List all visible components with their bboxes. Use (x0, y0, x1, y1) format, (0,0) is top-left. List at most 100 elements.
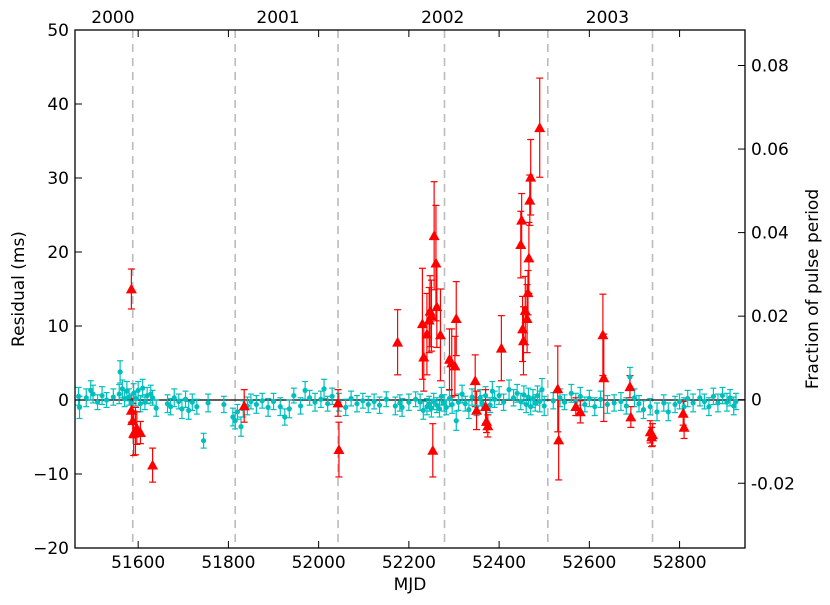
circle-point (399, 404, 405, 410)
circle-point (397, 400, 403, 406)
y2-axis-label: Fraction of pulse period (803, 189, 823, 389)
circle-point (131, 390, 137, 396)
circle-point (477, 395, 483, 401)
triangle-point (517, 323, 529, 334)
circle-point (724, 399, 730, 405)
circle-point (525, 394, 532, 400)
y2-tick-label: 0.06 (751, 140, 789, 160)
triangle-point (523, 252, 535, 263)
circle-point (200, 438, 207, 444)
circle-point (539, 387, 545, 393)
circle-point (438, 393, 444, 399)
triangle-point (598, 372, 610, 383)
circle-point (449, 401, 455, 408)
triangle-point (421, 328, 433, 339)
data-points-layer (76, 122, 739, 470)
circle-point (265, 404, 271, 410)
triangle-point (516, 214, 528, 225)
circle-point (661, 400, 667, 406)
circle-point (90, 391, 96, 397)
triangle-point (450, 313, 462, 323)
circle-point (124, 388, 130, 394)
circle-point (459, 391, 465, 397)
circle-point (534, 392, 541, 399)
y-tick-label: −10 (33, 465, 69, 485)
circle-point (489, 388, 495, 394)
x-tick-label: 52200 (382, 553, 436, 573)
circle-point (417, 399, 423, 405)
circle-point (710, 393, 717, 399)
circle-point (189, 399, 195, 405)
circle-point (557, 395, 563, 401)
tick-labels-layer: 51600 51800 52000 52200 52400 52600 52800 −20 −1… (33, 8, 795, 573)
y-tick-label: 40 (47, 95, 69, 115)
circle-point (665, 409, 671, 415)
circle-point (140, 385, 146, 391)
circle-point (312, 399, 318, 405)
triangle-point (427, 444, 439, 455)
triangle-point (428, 230, 440, 241)
circle-point (270, 398, 277, 405)
circle-point (426, 401, 432, 407)
circle-point (690, 400, 696, 406)
triangle-point (625, 411, 637, 422)
triangle-point (125, 283, 137, 294)
circle-point (453, 418, 459, 424)
circle-point (685, 395, 691, 402)
triangle-point (515, 239, 527, 249)
triangle-point (469, 375, 481, 386)
circle-point (76, 404, 83, 410)
circle-point (530, 395, 536, 402)
circle-point (640, 407, 647, 413)
ticks-layer (75, 29, 745, 549)
circle-point (715, 400, 721, 406)
circle-point (168, 404, 174, 410)
circle-point (392, 403, 398, 409)
triangle-point (647, 429, 659, 440)
circle-point (186, 407, 192, 413)
circle-point (518, 398, 524, 405)
circle-point (598, 396, 604, 402)
year-label: 2000 (91, 8, 134, 28)
circle-point (176, 398, 182, 405)
circle-point (286, 406, 292, 412)
circle-point (523, 401, 529, 408)
triangle-point (471, 404, 483, 415)
circle-point (221, 401, 227, 408)
y-tick-label: 0 (58, 391, 69, 411)
triangle-point (624, 381, 636, 392)
circle-point (354, 401, 360, 407)
circle-point (455, 399, 462, 405)
triangle-point (125, 404, 137, 415)
circle-point (550, 398, 556, 404)
circle-point (479, 400, 485, 406)
triangle-point (495, 342, 507, 353)
circle-point (706, 404, 712, 410)
triangle-point (678, 421, 690, 432)
triangle-point (524, 194, 536, 205)
circle-point (528, 404, 534, 410)
triangle-point (425, 310, 437, 321)
circle-point (697, 395, 703, 401)
triangle-point (238, 400, 250, 411)
circle-point (681, 404, 687, 410)
circle-point (76, 393, 82, 399)
circle-point (672, 401, 678, 408)
circle-point (446, 395, 453, 402)
circle-point (466, 407, 472, 413)
y-axis-label: Residual (ms) (9, 231, 29, 347)
circle-point (582, 401, 588, 408)
circle-point (654, 409, 660, 415)
circle-point (441, 400, 447, 406)
circle-point (506, 387, 512, 393)
x-tick-label: 51600 (111, 553, 165, 573)
triangle-point (482, 420, 494, 431)
circle-point (462, 401, 468, 407)
circle-point (253, 401, 259, 408)
circle-point (623, 403, 629, 409)
circle-point (376, 402, 383, 408)
circle-point (348, 395, 354, 402)
x-tick-label: 52600 (562, 553, 616, 573)
circle-point (514, 390, 520, 396)
triangle-point (449, 360, 461, 371)
